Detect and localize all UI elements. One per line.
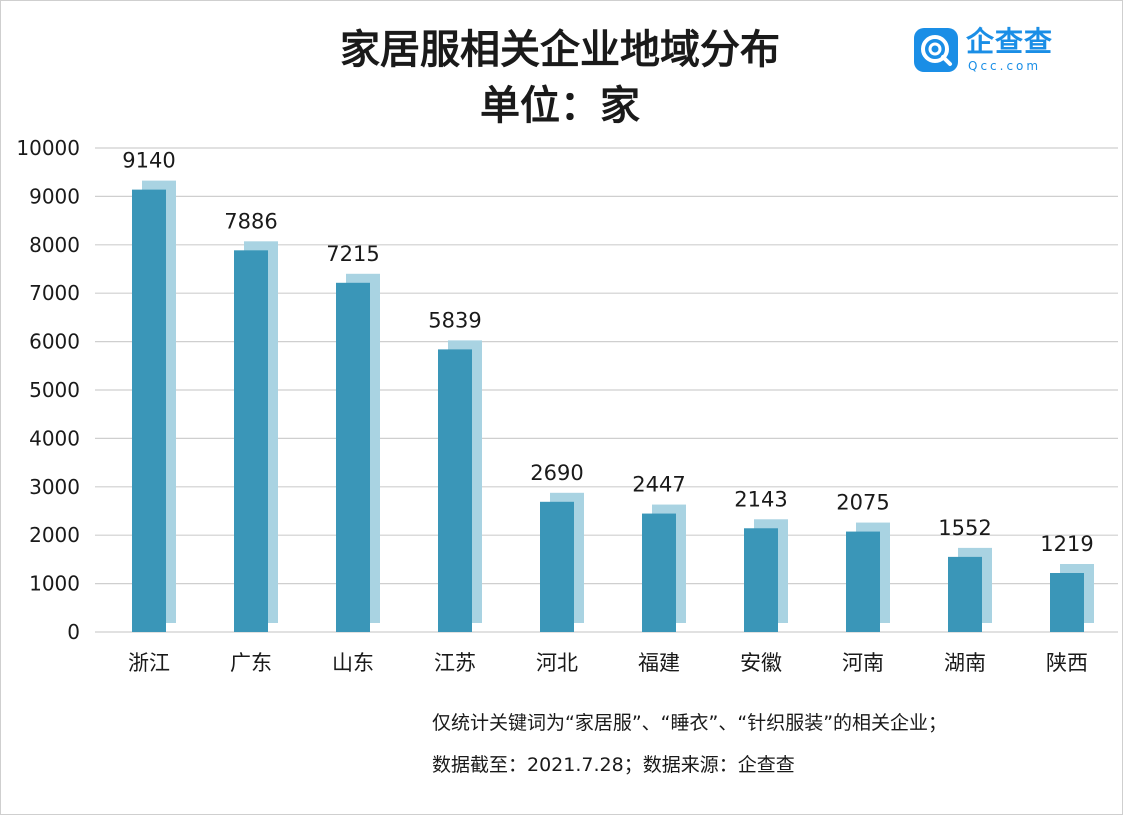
y-tick-label: 6000 <box>29 330 80 354</box>
bar <box>234 250 268 632</box>
data-label: 9140 <box>122 149 175 173</box>
data-label: 2075 <box>836 491 889 515</box>
bar <box>438 349 472 632</box>
data-label: 7886 <box>224 209 277 233</box>
bar <box>948 556 982 632</box>
x-tick-label: 福建 <box>638 651 680 675</box>
note-source: 数据截至：2021.7.28；数据来源：企查查 <box>432 754 795 776</box>
y-tick-label: 8000 <box>29 233 80 257</box>
x-tick-label: 陕西 <box>1046 651 1088 675</box>
x-tick-label: 广东 <box>230 651 272 675</box>
chart-unit-subtitle: 单位：家 <box>480 83 640 129</box>
bar <box>540 501 574 632</box>
x-tick-label: 河北 <box>536 651 578 675</box>
chart-title: 家居服相关企业地域分布 <box>340 27 780 73</box>
x-tick-label: 浙江 <box>128 651 170 675</box>
data-label: 2447 <box>632 473 685 497</box>
y-tick-label: 2000 <box>29 523 80 547</box>
x-tick-label: 山东 <box>332 651 374 675</box>
bar <box>1050 573 1084 632</box>
qcc-logo-domain: Qcc.com <box>968 59 1042 73</box>
bar <box>744 528 778 632</box>
bar <box>336 282 370 632</box>
note-scope: 仅统计关键词为“家居服”、“睡衣”、“针织服装”的相关企业； <box>432 712 948 734</box>
qcc-logo-name: 企查查 <box>966 25 1054 58</box>
y-tick-label: 10000 <box>16 136 80 160</box>
bar <box>846 531 880 632</box>
y-tick-label: 3000 <box>29 475 80 499</box>
y-tick-label: 4000 <box>29 426 80 450</box>
qcc-logo-icon <box>914 28 958 72</box>
y-tick-label: 7000 <box>29 281 80 305</box>
y-tick-label: 0 <box>67 620 80 644</box>
x-tick-label: 湖南 <box>944 651 986 675</box>
qcc-logo: 企查查 Qcc.com <box>914 26 1074 76</box>
data-label: 7215 <box>326 242 379 266</box>
y-tick-label: 5000 <box>29 378 80 402</box>
data-label: 5839 <box>428 308 481 332</box>
data-label: 2690 <box>530 461 583 485</box>
x-tick-label: 安徽 <box>740 651 782 675</box>
y-tick-label: 1000 <box>29 572 80 596</box>
y-tick-label: 9000 <box>29 184 80 208</box>
data-label: 2143 <box>734 487 787 511</box>
data-label: 1219 <box>1040 532 1093 556</box>
bar <box>642 513 676 632</box>
x-tick-label: 河南 <box>842 651 884 675</box>
data-label: 1552 <box>938 516 991 540</box>
x-tick-label: 江苏 <box>434 651 476 675</box>
bar <box>132 189 166 632</box>
